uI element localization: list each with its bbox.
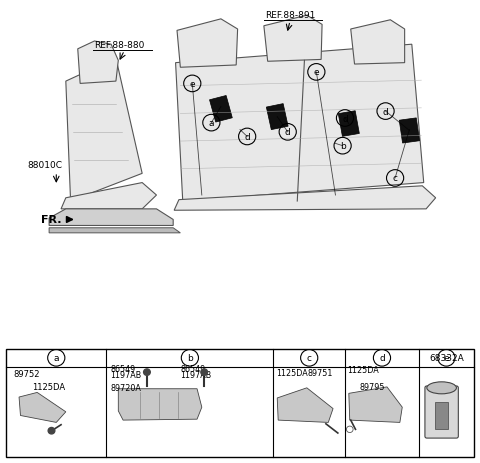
Text: c: c	[393, 174, 397, 183]
Polygon shape	[78, 42, 118, 84]
Text: REF.88-891: REF.88-891	[265, 12, 316, 20]
Text: 89751: 89751	[308, 369, 333, 377]
Polygon shape	[49, 228, 180, 233]
Text: 86549: 86549	[180, 364, 205, 373]
Text: d: d	[379, 354, 385, 363]
Polygon shape	[118, 389, 202, 420]
Polygon shape	[399, 119, 420, 144]
Polygon shape	[49, 209, 173, 226]
Polygon shape	[174, 187, 436, 211]
Text: REF.88-880: REF.88-880	[95, 41, 145, 50]
Text: 86549: 86549	[110, 364, 135, 373]
Text: e: e	[190, 80, 195, 89]
Text: d: d	[383, 107, 388, 116]
Text: a: a	[53, 354, 59, 363]
Text: d: d	[244, 133, 250, 142]
Circle shape	[201, 369, 207, 375]
Polygon shape	[210, 96, 232, 123]
Text: b: b	[187, 354, 193, 363]
Text: 1125DA: 1125DA	[348, 365, 379, 374]
Text: a: a	[209, 119, 214, 128]
Text: 88010C: 88010C	[28, 161, 62, 170]
Text: e: e	[313, 68, 319, 77]
Polygon shape	[61, 183, 156, 209]
Text: 68332A: 68332A	[430, 354, 464, 363]
Text: d: d	[342, 114, 348, 123]
Polygon shape	[176, 45, 424, 201]
Bar	[6, 349, 474, 457]
Polygon shape	[66, 59, 142, 201]
Text: 1197AB: 1197AB	[180, 370, 212, 379]
Text: c: c	[307, 354, 312, 363]
Ellipse shape	[427, 382, 456, 394]
Polygon shape	[277, 388, 333, 423]
Text: 1197AB: 1197AB	[110, 370, 142, 379]
Polygon shape	[266, 104, 288, 131]
Polygon shape	[19, 393, 66, 423]
Text: FR.: FR.	[40, 214, 61, 224]
Polygon shape	[351, 21, 405, 65]
Polygon shape	[177, 20, 238, 68]
Text: b: b	[340, 142, 346, 151]
Text: e: e	[444, 354, 449, 363]
Text: 89795: 89795	[360, 382, 385, 391]
Text: 1125DA: 1125DA	[33, 382, 66, 391]
Polygon shape	[349, 387, 402, 423]
Bar	[435, 402, 448, 429]
FancyBboxPatch shape	[425, 386, 458, 438]
Circle shape	[144, 369, 150, 375]
Text: 89720A: 89720A	[110, 383, 141, 392]
Text: 1125DA: 1125DA	[276, 369, 308, 377]
Circle shape	[48, 427, 55, 434]
Polygon shape	[264, 16, 322, 62]
Text: d: d	[285, 128, 290, 137]
Polygon shape	[338, 112, 360, 137]
Text: 89752: 89752	[13, 369, 40, 378]
